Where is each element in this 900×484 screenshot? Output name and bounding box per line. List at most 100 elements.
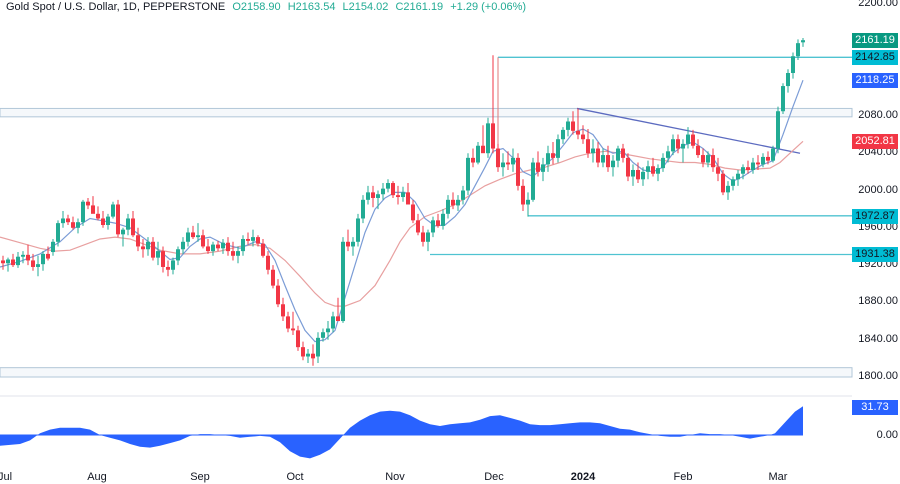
candle-down <box>411 204 415 221</box>
candle-down <box>551 153 555 158</box>
candle-down <box>26 254 30 261</box>
candle-down <box>481 145 485 154</box>
candle-up <box>556 139 560 158</box>
candle-up <box>611 160 615 168</box>
candle-up <box>121 229 125 235</box>
candle-up <box>146 241 150 250</box>
candle-down <box>46 253 50 259</box>
price-axis-label: 1800.00 <box>858 370 898 382</box>
candle-up <box>106 216 110 226</box>
candle-down <box>606 155 610 168</box>
candle-down <box>416 220 420 233</box>
candle-down <box>11 259 15 266</box>
candle-down <box>651 166 655 174</box>
candle-up <box>476 145 480 163</box>
candle-up <box>531 162 535 200</box>
candle-up <box>326 328 330 333</box>
candle-up <box>186 232 190 242</box>
candle-down <box>1 260 5 264</box>
candle-up <box>546 153 550 165</box>
candle-down <box>336 316 340 322</box>
candle-up <box>331 316 335 329</box>
candle-down <box>536 162 540 172</box>
candle-down <box>676 139 680 149</box>
candle-up <box>486 123 490 154</box>
candle-down <box>711 155 715 168</box>
candle-down <box>71 222 75 228</box>
symbol-title: Gold Spot / U.S. Dollar, 1D, PEPPERSTONE <box>6 1 226 13</box>
time-axis-label-2024: 2024 <box>570 471 596 483</box>
candle-down <box>451 199 455 206</box>
candle-up <box>466 157 470 191</box>
time-axis-label-nov: Nov <box>385 471 405 483</box>
candle-down <box>396 195 400 198</box>
candle-up <box>656 168 660 174</box>
candle-down <box>31 260 35 267</box>
candle-up <box>126 218 130 230</box>
candle-up <box>356 218 360 242</box>
candle-down <box>586 139 590 154</box>
candle-down <box>116 204 120 235</box>
candle-down <box>166 266 170 270</box>
price-zone-0 <box>0 107 853 118</box>
time-axis-label-mar: Mar <box>768 471 788 483</box>
candle-up <box>776 111 780 149</box>
time-axis-label-jul: Jul <box>0 471 13 483</box>
candle-up <box>526 199 530 205</box>
candle-up <box>6 259 10 264</box>
candle-down <box>346 241 350 247</box>
candle-up <box>366 192 370 200</box>
candle-up <box>316 337 320 357</box>
candle-up <box>666 151 670 158</box>
candle-up <box>761 156 765 165</box>
candle-down <box>131 218 135 236</box>
candle-up <box>661 157 665 169</box>
change-value: +1.29 (+0.06%) <box>450 1 527 13</box>
candle-up <box>111 204 115 217</box>
candle-up <box>786 73 790 87</box>
candle-down <box>311 353 315 359</box>
candle-down <box>766 156 770 161</box>
candle-down <box>701 155 705 163</box>
candle-down <box>696 145 700 156</box>
price-axis-label: 2080.00 <box>858 108 898 121</box>
time-axis-label-aug: Aug <box>87 471 107 483</box>
candle-down <box>161 251 165 267</box>
candle-up <box>501 162 505 168</box>
candle-down <box>96 213 100 219</box>
candle-down <box>256 237 260 244</box>
candle-down <box>151 241 155 258</box>
candle-up <box>431 220 435 233</box>
candle-up <box>21 254 25 257</box>
candle-down <box>576 130 580 135</box>
candle-down <box>421 232 425 242</box>
candle-up <box>176 249 180 261</box>
candle-down <box>141 246 145 250</box>
candle-up <box>461 190 465 200</box>
candle-up <box>771 148 775 161</box>
candle-down <box>691 134 695 146</box>
candle-up <box>456 199 460 206</box>
candle-up <box>61 218 65 224</box>
time-axis-label-feb: Feb <box>673 471 693 483</box>
candle-up <box>681 143 685 149</box>
candle-down <box>746 167 750 170</box>
candle-down <box>206 246 210 252</box>
candle-down <box>66 218 70 223</box>
open-value: O2158.90 <box>232 1 281 13</box>
candle-up <box>631 169 635 177</box>
candle-up <box>686 134 690 144</box>
slow-moving-average <box>0 140 804 307</box>
candle-down <box>756 162 760 165</box>
time-axis-label-oct: Oct <box>286 471 304 483</box>
candle-up <box>376 194 380 198</box>
support-level-tag-1: 1972.87 <box>852 208 898 224</box>
candle-up <box>641 171 645 180</box>
candle-up <box>16 256 20 266</box>
candle-down <box>291 328 295 331</box>
candle-up <box>351 241 355 247</box>
candle-down <box>471 157 475 163</box>
candle-down <box>716 167 720 174</box>
candle-up <box>196 235 200 238</box>
